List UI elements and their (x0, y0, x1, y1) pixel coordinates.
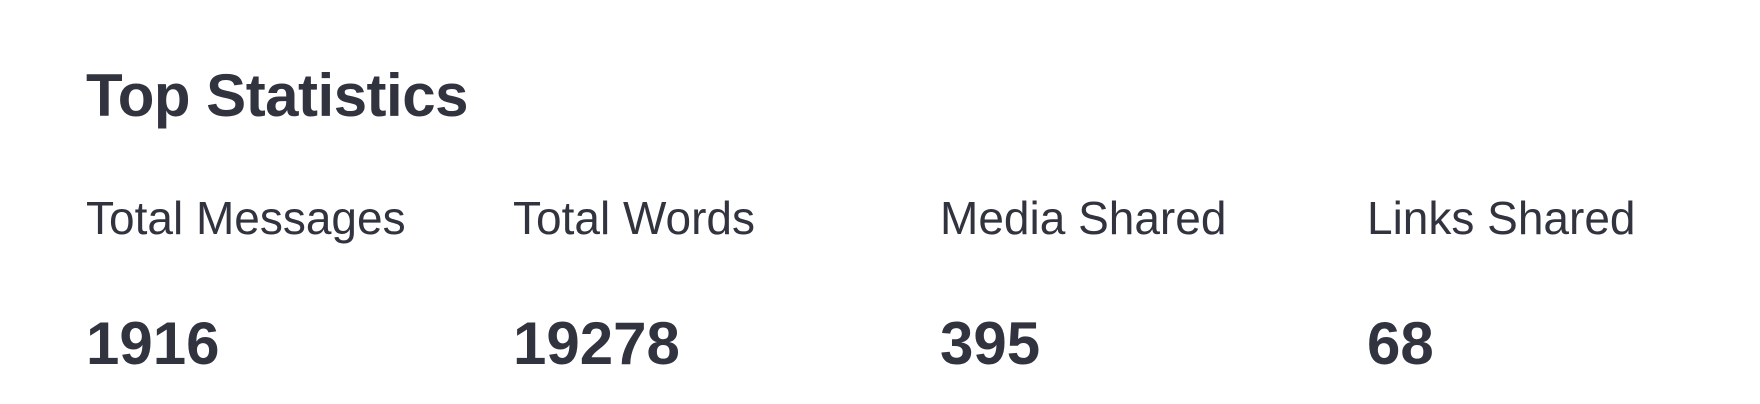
metric-total-messages: Total Messages 1916 (86, 190, 513, 380)
metric-value: 1916 (86, 310, 220, 377)
metric-label: Total Words (513, 192, 756, 244)
metric-label: Total Messages (86, 192, 406, 244)
metric-links-shared: Links Shared 68 (1367, 190, 1760, 380)
metrics-row: Total Messages 1916 Total Words 19278 Me… (86, 190, 1760, 380)
metric-label: Media Shared (940, 192, 1227, 244)
metric-value: 68 (1367, 310, 1434, 377)
metric-value: 395 (940, 310, 1041, 377)
metric-total-words: Total Words 19278 (513, 190, 940, 380)
metric-label: Links Shared (1367, 192, 1636, 244)
metric-value: 19278 (513, 310, 680, 377)
metric-media-shared: Media Shared 395 (940, 190, 1367, 380)
section-title: Top Statistics (86, 62, 468, 129)
